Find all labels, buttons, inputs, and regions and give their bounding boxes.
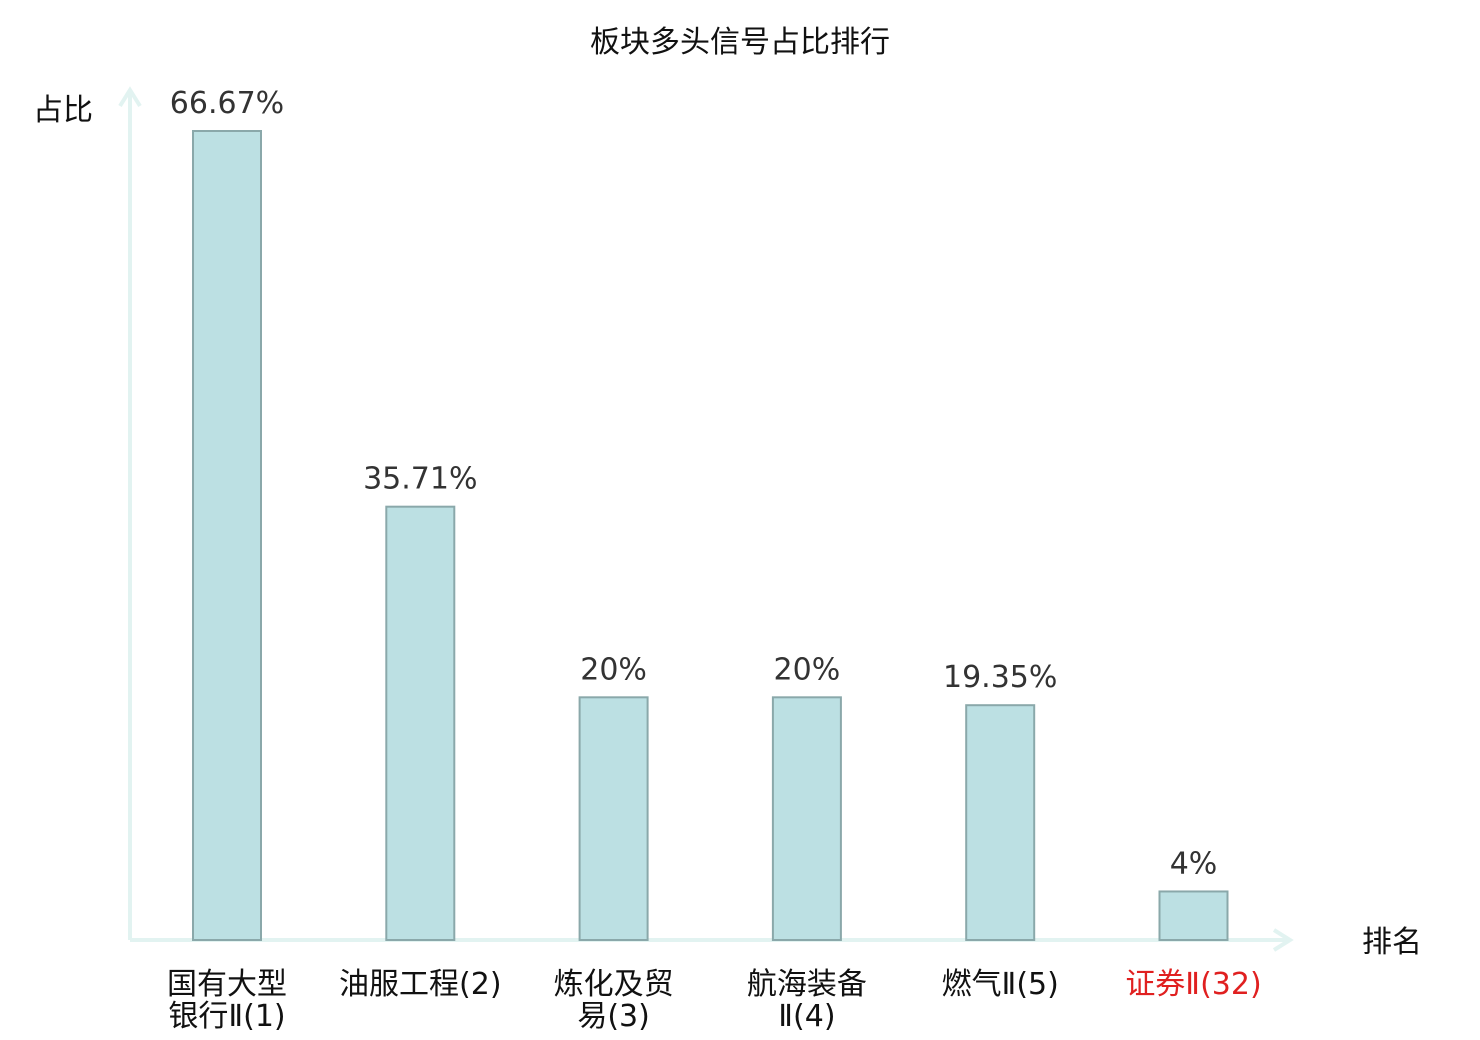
data-label: 19.35%	[943, 660, 1057, 695]
tick-label: 炼化及贸易(3)	[554, 967, 674, 1034]
data-label: 20%	[580, 652, 647, 687]
tick-label-line: 国有大型	[167, 967, 287, 1002]
tick-label-line: 燃气Ⅱ(5)	[942, 967, 1059, 1002]
value-labels-group: 66.67% 35.71% 20% 20% 19.35% 4%	[170, 86, 1217, 881]
tick-label-line: Ⅱ(4)	[778, 999, 835, 1034]
tick-label: 国有大型银行Ⅱ(1)	[167, 967, 287, 1034]
axes	[118, 86, 1294, 952]
tick-label: 燃气Ⅱ(5)	[942, 967, 1059, 1002]
tick-label-line: 油服工程(2)	[339, 967, 502, 1002]
bar	[965, 704, 1036, 941]
tick-label-line: 航海装备	[747, 967, 867, 1002]
tick-label-line: 银行Ⅱ(1)	[168, 999, 285, 1034]
bar	[1158, 890, 1229, 941]
tick-label-line: 证券Ⅱ(32)	[1125, 967, 1261, 1002]
y-axis-arrow	[118, 86, 142, 108]
bar	[192, 130, 262, 941]
bar	[771, 696, 842, 941]
bar	[385, 505, 456, 941]
data-label: 35.71%	[363, 462, 477, 497]
tick-label: 证券Ⅱ(32)	[1125, 967, 1261, 1002]
bar	[578, 696, 649, 941]
y-axis-label: 占比	[33, 93, 93, 128]
data-label: 66.67%	[170, 86, 284, 121]
bars-group	[192, 130, 1229, 941]
tick-label: 航海装备 Ⅱ(4)	[747, 967, 867, 1034]
x-axis-label: 排名	[1362, 925, 1422, 960]
tick-label: 油服工程(2)	[339, 967, 502, 1002]
x-axis-arrow	[1272, 928, 1294, 952]
tick-label-line: 炼化及贸	[554, 967, 674, 1002]
data-label: 20%	[774, 652, 841, 687]
chart-title: 板块多头信号占比排行	[590, 25, 890, 60]
data-label: 4%	[1170, 846, 1218, 881]
tick-label-line: 易(3)	[577, 999, 650, 1034]
category-labels-group: 国有大型银行Ⅱ(1) 油服工程(2) 炼化及贸易(3) 航海装备 Ⅱ(4) 燃气Ⅱ(5) 证…	[167, 967, 1262, 1034]
